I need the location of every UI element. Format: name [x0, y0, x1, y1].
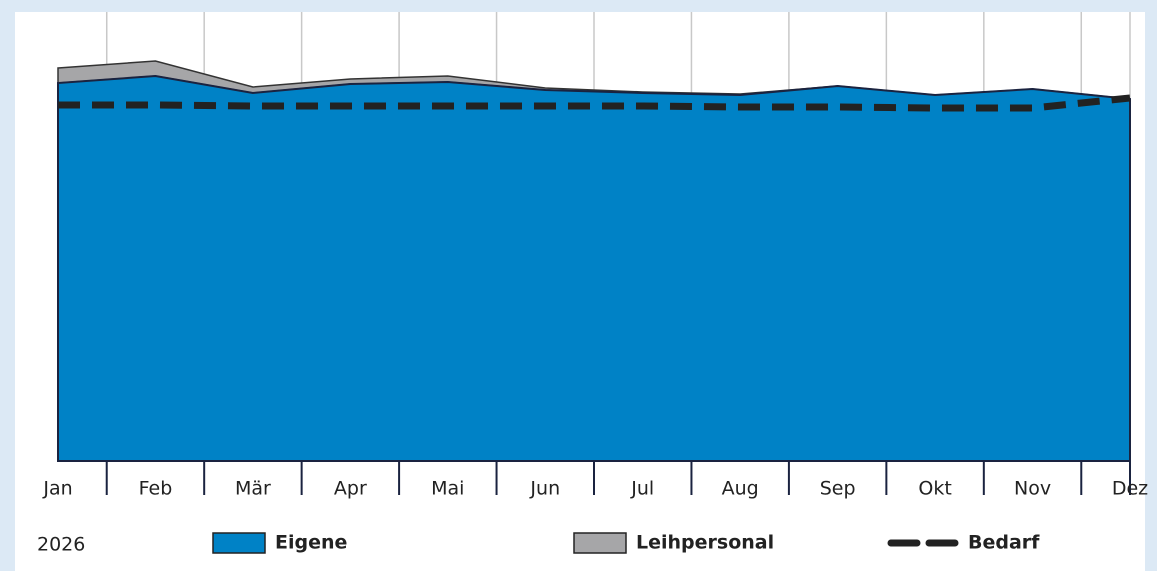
- legend-swatch: [212, 532, 266, 554]
- line-bedarf: [58, 94, 1131, 112]
- x-tick-label: Feb: [139, 478, 173, 500]
- x-tick-label: Dez: [1112, 478, 1148, 500]
- x-tick-label: Nov: [1014, 478, 1051, 500]
- x-tick-label: Jul: [630, 478, 654, 500]
- legend-label: Eigene: [275, 532, 347, 554]
- legend-swatch: [573, 532, 627, 554]
- year-label: 2026: [37, 534, 85, 556]
- x-tick-label: Mai: [431, 478, 464, 500]
- area-eigene: [57, 74, 1131, 462]
- x-tick-label: Jun: [529, 478, 560, 500]
- x-tick-label: Sep: [820, 478, 856, 500]
- legend-label: Leihpersonal: [636, 532, 774, 554]
- x-tick-label: Apr: [334, 478, 367, 500]
- x-tick-label: Aug: [722, 478, 759, 500]
- legend-label: Bedarf: [968, 532, 1040, 554]
- x-tick-label: Jan: [42, 478, 72, 500]
- x-tick-label: Okt: [918, 478, 951, 500]
- x-tick-label: Mär: [235, 478, 271, 500]
